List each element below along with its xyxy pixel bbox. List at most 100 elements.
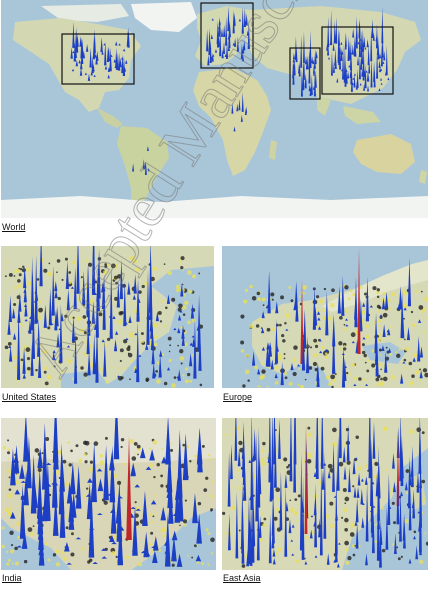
city-spike	[372, 422, 376, 459]
density-dot	[117, 368, 119, 371]
density-dot	[159, 320, 163, 323]
city-spike	[97, 478, 104, 492]
city-spike	[93, 74, 96, 77]
city-spike	[290, 362, 294, 371]
density-dot	[69, 315, 73, 319]
density-dot	[9, 530, 14, 535]
city-spike	[270, 359, 274, 370]
city-spike	[87, 477, 93, 483]
europe-caption: Europe	[223, 392, 253, 402]
density-dot	[4, 275, 7, 278]
density-dot	[389, 352, 393, 356]
density-dot	[258, 318, 262, 322]
density-dot	[255, 324, 260, 328]
city-spike	[75, 59, 79, 67]
city-spike	[320, 418, 324, 469]
city-spike	[328, 56, 331, 60]
density-dot	[341, 516, 344, 519]
density-dot	[282, 339, 286, 343]
city-spike	[344, 318, 349, 321]
city-spike	[274, 432, 277, 488]
city-spike	[404, 481, 408, 491]
city-spike	[91, 441, 97, 503]
density-dot	[122, 283, 127, 288]
city-spike	[340, 47, 343, 61]
density-dot	[425, 317, 428, 319]
density-dot	[334, 373, 337, 376]
city-spike	[24, 301, 28, 317]
density-dot	[64, 515, 69, 519]
city-spike	[144, 161, 147, 175]
city-spike	[313, 471, 317, 477]
city-spike	[181, 333, 185, 346]
city-spike	[174, 477, 181, 523]
density-dot	[398, 337, 402, 340]
density-dot	[84, 340, 87, 343]
city-spike	[352, 457, 356, 475]
density-dot	[374, 446, 378, 450]
city-spike	[348, 466, 351, 493]
density-dot	[344, 540, 349, 546]
city-spike	[116, 375, 121, 378]
density-dot	[419, 368, 422, 371]
density-dot	[182, 443, 186, 447]
city-spike	[400, 435, 404, 487]
density-dot	[306, 459, 312, 464]
density-dot	[247, 379, 250, 382]
city-spike	[326, 553, 330, 565]
density-dot	[266, 385, 269, 388]
city-spike	[327, 470, 331, 479]
density-dot	[385, 346, 388, 349]
density-dot	[274, 429, 277, 432]
city-spike	[75, 36, 79, 53]
city-spike	[299, 452, 303, 551]
city-spike	[402, 361, 406, 364]
city-spike	[359, 83, 362, 86]
density-dot	[283, 353, 286, 355]
city-spike	[352, 28, 355, 38]
density-dot	[274, 380, 279, 385]
density-dot	[120, 376, 124, 380]
city-spike	[196, 513, 202, 544]
city-spike	[417, 335, 421, 362]
city-spike	[51, 265, 55, 316]
density-dot	[367, 359, 370, 362]
city-spike	[101, 556, 108, 559]
city-spike	[274, 373, 278, 379]
density-dot	[325, 375, 330, 380]
density-dot	[197, 501, 202, 506]
city-spike	[272, 557, 276, 565]
city-spike	[177, 464, 184, 522]
density-dot	[75, 444, 79, 448]
australia-landmass	[353, 134, 415, 174]
density-dot	[379, 381, 385, 387]
city-spike	[251, 455, 255, 462]
city-spike	[159, 350, 163, 357]
city-spike	[247, 508, 251, 565]
density-dot	[262, 304, 265, 307]
density-dot	[299, 295, 302, 298]
density-dot	[357, 466, 363, 471]
city-spike	[251, 351, 256, 366]
city-spike	[275, 300, 279, 314]
city-spike	[351, 341, 355, 344]
city-spike	[136, 278, 140, 322]
density-dot	[289, 499, 292, 502]
density-dot	[207, 532, 211, 536]
density-dot	[149, 513, 153, 517]
city-spike	[364, 47, 367, 50]
city-spike	[293, 301, 297, 311]
density-dot	[7, 457, 10, 460]
density-dot	[45, 437, 50, 441]
city-spike	[295, 296, 299, 322]
city-spike	[319, 464, 323, 556]
city-spike	[364, 63, 367, 89]
density-dot	[4, 267, 7, 270]
city-spike	[340, 41, 343, 45]
density-dot	[58, 328, 61, 331]
city-spike	[72, 21, 75, 48]
density-dot	[129, 255, 135, 261]
city-spike	[396, 476, 400, 525]
density-dot	[346, 371, 349, 375]
density-dot	[304, 557, 306, 560]
